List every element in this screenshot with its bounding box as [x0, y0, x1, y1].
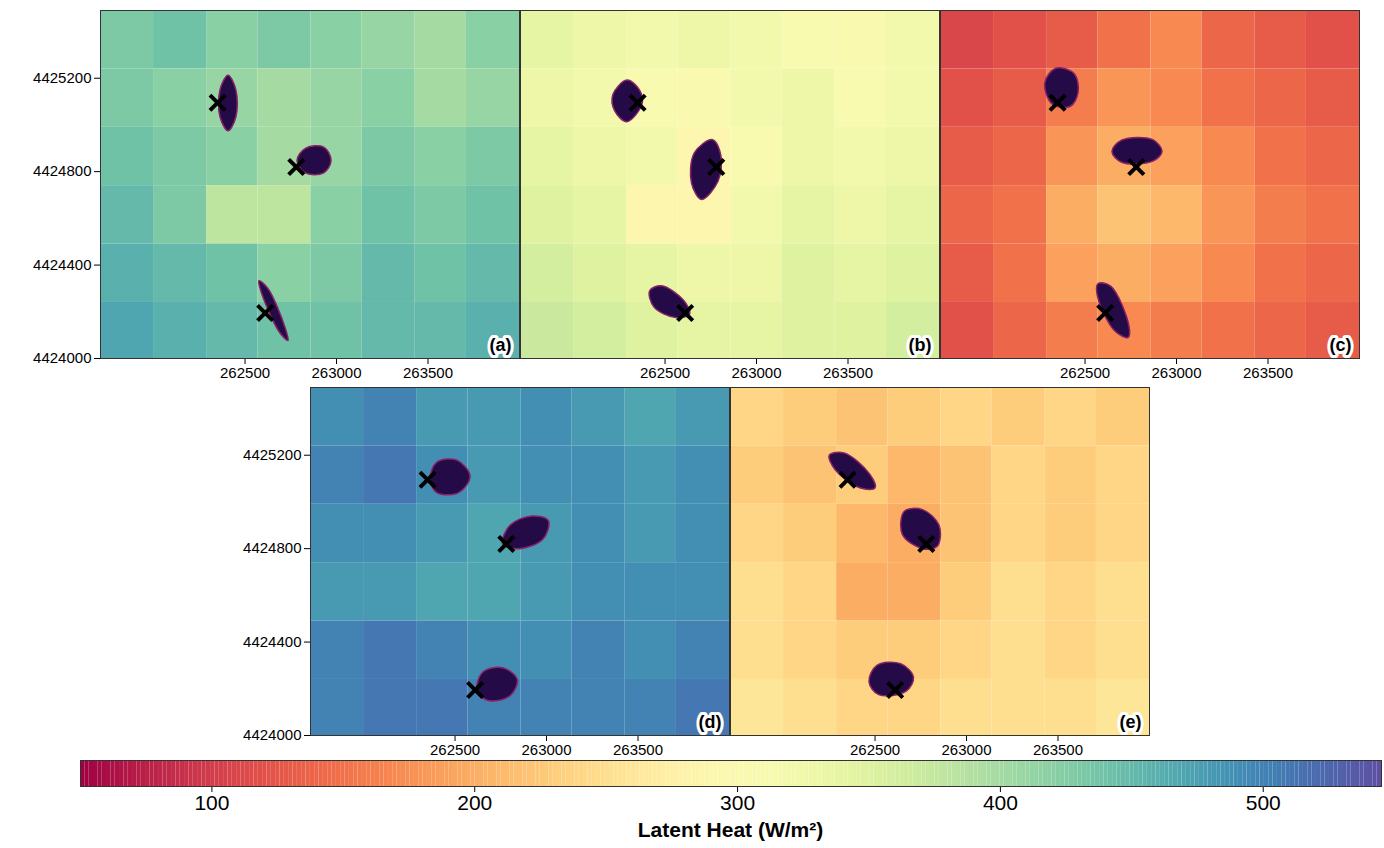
svg-text:263500: 263500: [1033, 741, 1083, 758]
svg-text:4424400: 4424400: [33, 256, 91, 273]
svg-text:4425200: 4425200: [243, 446, 301, 463]
svg-text:263000: 263000: [941, 741, 991, 758]
svg-text:300: 300: [720, 791, 755, 814]
svg-text:200: 200: [457, 791, 492, 814]
svg-text:262500: 262500: [850, 741, 900, 758]
svg-text:(d): (d): [699, 712, 722, 732]
svg-text:4424800: 4424800: [33, 162, 91, 179]
svg-text:263500: 263500: [403, 364, 453, 381]
svg-text:4425200: 4425200: [33, 69, 91, 86]
html-text:Latent Heat (W/m²): Latent Heat (W/m²): [637, 818, 824, 841]
svg-text:262500: 262500: [220, 364, 270, 381]
svg-text:263000: 263000: [1151, 364, 1201, 381]
svg-text:263500: 263500: [823, 364, 873, 381]
svg-text:(e): (e): [1120, 712, 1142, 732]
svg-text:(b): (b): [909, 335, 932, 355]
svg-text:262500: 262500: [430, 741, 480, 758]
svg-text:(a): (a): [490, 335, 512, 355]
svg-text:4424400: 4424400: [243, 633, 301, 650]
svg-text:(c): (c): [1330, 335, 1352, 355]
svg-text:263500: 263500: [1243, 364, 1293, 381]
svg-text:262500: 262500: [640, 364, 690, 381]
svg-text:263500: 263500: [613, 741, 663, 758]
svg-text:100: 100: [194, 791, 229, 814]
svg-text:4424000: 4424000: [33, 349, 91, 366]
svg-text:263000: 263000: [521, 741, 571, 758]
svg-text:4424800: 4424800: [243, 539, 301, 556]
svg-text:500: 500: [1246, 791, 1281, 814]
svg-text:262500: 262500: [1060, 364, 1110, 381]
svg-text:4424000: 4424000: [243, 726, 301, 743]
svg-text:400: 400: [983, 791, 1018, 814]
svg-text:263000: 263000: [731, 364, 781, 381]
svg-text:263000: 263000: [311, 364, 361, 381]
